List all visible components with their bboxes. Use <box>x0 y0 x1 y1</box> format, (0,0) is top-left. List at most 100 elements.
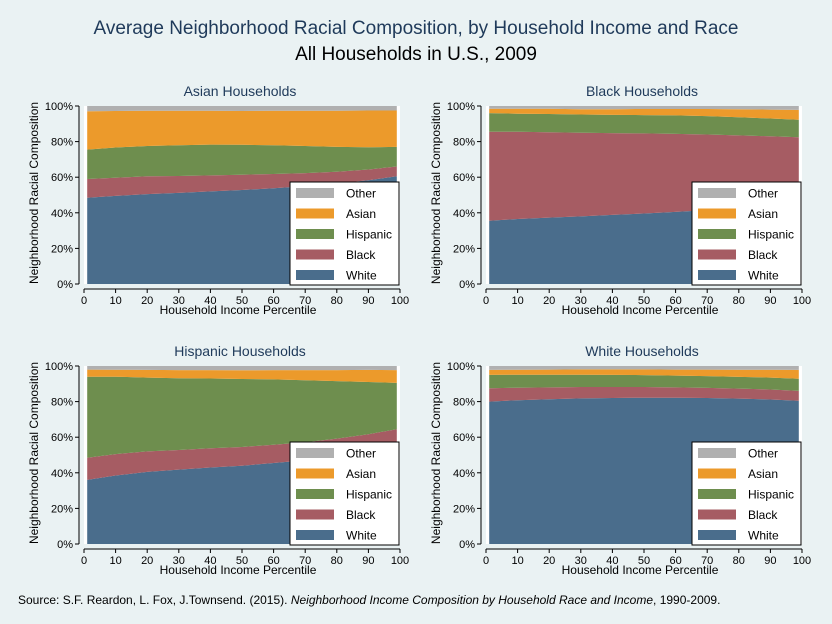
legend-label-white: White <box>346 269 377 283</box>
area-asian <box>489 369 799 379</box>
legend-label-black: Black <box>748 248 778 262</box>
legend-label-other: Other <box>346 447 376 461</box>
y-tick-label: 80% <box>453 137 475 149</box>
x-tick-label: 40 <box>606 555 618 567</box>
area-asian <box>87 369 397 383</box>
legend-label-asian: Asian <box>748 467 778 481</box>
x-tick-label: 0 <box>483 555 489 567</box>
y-axis-label: Neighborhood Racial Composition <box>429 102 443 284</box>
legend-swatch-white <box>698 530 736 540</box>
panel-4: 0% 20% 40% 60% 80% 100% 0 10 20 30 40 50 60 70 80 90 100… <box>429 343 811 577</box>
area-asian <box>87 110 397 150</box>
area-black <box>87 166 397 198</box>
y-tick-label: 40% <box>453 208 475 220</box>
legend-label-hispanic: Hispanic <box>346 228 392 242</box>
y-tick-label: 80% <box>51 137 73 149</box>
x-tick-label: 10 <box>511 295 523 307</box>
area-black <box>489 387 799 402</box>
legend-label-hispanic: Hispanic <box>748 228 794 242</box>
x-tick-label: 10 <box>109 555 121 567</box>
x-tick-label: 30 <box>173 295 185 307</box>
x-tick-label: 0 <box>81 555 87 567</box>
x-tick-label: 70 <box>299 295 311 307</box>
legend-swatch-white <box>698 270 736 280</box>
y-tick-label: 20% <box>453 243 475 255</box>
y-tick-label: 20% <box>453 503 475 515</box>
x-tick-label: 60 <box>669 555 681 567</box>
x-tick-label: 50 <box>236 555 248 567</box>
legend-label-asian: Asian <box>346 207 376 221</box>
legend-label-other: Other <box>748 187 778 201</box>
y-tick-label: 40% <box>51 208 73 220</box>
chart-subtitle: All Households in U.S., 2009 <box>295 44 537 65</box>
legend-label-white: White <box>346 529 377 543</box>
x-tick-label: 60 <box>267 295 279 307</box>
x-tick-label: 60 <box>267 555 279 567</box>
x-tick-label: 80 <box>331 555 343 567</box>
x-tick-label: 80 <box>733 295 745 307</box>
x-tick-label: 100 <box>391 555 409 567</box>
x-tick-label: 10 <box>109 295 121 307</box>
chart-title: Average Neighborhood Racial Composition,… <box>93 18 739 39</box>
legend-label-black: Black <box>346 248 376 262</box>
area-asian <box>489 108 799 120</box>
legend-label-asian: Asian <box>748 207 778 221</box>
x-tick-label: 10 <box>511 555 523 567</box>
y-tick-label: 0% <box>57 279 73 291</box>
panel-2: 0% 20% 40% 60% 80% 100% 0 10 20 30 40 50 60 70 80 90 100… <box>429 83 811 317</box>
y-tick-label: 80% <box>453 397 475 409</box>
y-tick-label: 60% <box>51 172 73 184</box>
legend-swatch-hispanic <box>698 489 736 499</box>
source-prefix: Source: S.F. Reardon, L. Fox, J.Townsend… <box>18 593 291 607</box>
area-other <box>489 106 799 110</box>
x-tick-label: 40 <box>204 555 216 567</box>
x-tick-label: 90 <box>362 555 374 567</box>
panel-title: Hispanic Households <box>174 343 306 359</box>
y-tick-label: 40% <box>453 468 475 480</box>
y-tick-label: 40% <box>51 468 73 480</box>
x-tick-label: 100 <box>391 295 409 307</box>
y-tick-label: 60% <box>51 432 73 444</box>
y-tick-label: 0% <box>459 539 475 551</box>
area-other <box>87 366 397 371</box>
x-tick-label: 30 <box>575 295 587 307</box>
panel-1: 0% 20% 40% 60% 80% 100% 0 10 20 30 40 50 60 70 80 90 100… <box>27 83 409 317</box>
legend-swatch-white <box>296 270 334 280</box>
y-axis-label: Neighborhood Racial Composition <box>429 362 443 544</box>
x-tick-label: 90 <box>764 555 776 567</box>
legend-label-other: Other <box>748 447 778 461</box>
legend-swatch-other <box>296 448 334 458</box>
y-tick-label: 100% <box>45 101 73 113</box>
legend-swatch-black <box>698 249 736 260</box>
legend-swatch-black <box>296 509 334 520</box>
x-tick-label: 90 <box>764 295 776 307</box>
legend-swatch-hispanic <box>296 489 334 499</box>
legend-label-hispanic: Hispanic <box>346 488 392 502</box>
x-tick-label: 50 <box>638 295 650 307</box>
area-hispanic <box>489 113 799 138</box>
area-hispanic <box>489 374 799 391</box>
legend-swatch-asian <box>296 468 334 479</box>
x-tick-label: 40 <box>204 295 216 307</box>
legend-swatch-black <box>698 509 736 520</box>
legend-swatch-asian <box>296 208 334 219</box>
legend-label-asian: Asian <box>346 467 376 481</box>
area-other <box>87 106 397 112</box>
source-title: Neighborhood Income Composition by House… <box>290 593 654 607</box>
legend-label-other: Other <box>346 187 376 201</box>
x-tick-label: 20 <box>141 555 153 567</box>
x-tick-label: 70 <box>701 295 713 307</box>
x-tick-label: 50 <box>236 295 248 307</box>
legend-swatch-asian <box>698 208 736 219</box>
y-tick-label: 20% <box>51 503 73 515</box>
legend-label-hispanic: Hispanic <box>748 488 794 502</box>
source-note: Source: S.F. Reardon, L. Fox, J.Townsend… <box>18 593 720 607</box>
y-tick-label: 60% <box>453 432 475 444</box>
legend: Other Asian Hispanic Black White <box>691 181 802 286</box>
area-hispanic <box>87 376 397 458</box>
source-suffix: , 1990-2009. <box>653 593 721 607</box>
x-tick-label: 100 <box>793 555 811 567</box>
area-hispanic <box>87 144 397 179</box>
x-tick-label: 70 <box>299 555 311 567</box>
legend-swatch-hispanic <box>698 229 736 239</box>
